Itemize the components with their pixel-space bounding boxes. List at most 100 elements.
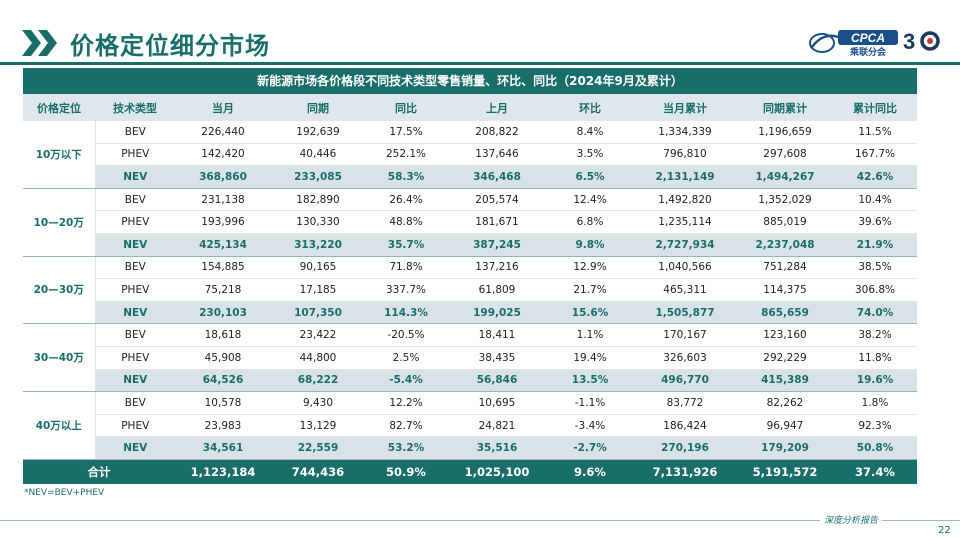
table-cell: 82,262 [737,391,833,415]
svg-text:乘联分会: 乘联分会 [849,46,887,56]
table-cell: 75,218 [175,278,271,302]
cpca-logo: CPCA 乘联分会 [809,30,898,56]
table-cell: 50.9% [365,459,447,484]
table-cell: 2,727,934 [633,233,737,257]
table-cell: 2,131,149 [633,165,737,189]
table-cell: 226,440 [175,121,271,144]
table-cell: 19.4% [547,346,633,370]
table-cell: 123,160 [737,323,833,347]
table-cell: 6.5% [547,165,633,189]
col-header: 当月 [175,94,271,121]
table-cell: 3.5% [547,143,633,167]
table-cell: 11.5% [833,121,917,144]
svg-text:CPCA: CPCA [851,31,885,45]
table-cell: 1,025,100 [447,459,547,484]
col-header: 价格定位 [23,94,95,121]
footer-label: 深度分析报告 [820,513,883,526]
table-cell: 313,220 [271,233,365,257]
table-row: NEV 230,103 107,350 114.3% 199,025 15.6% 1,505… [23,301,917,325]
table-row: PHEV 142,420 40,446 252.1% 137,646 3.5% 796,81… [23,143,917,167]
svg-text:3: 3 [903,29,915,54]
table-cell: 56,846 [447,369,547,393]
table-cell: 45,908 [175,346,271,370]
table-cell: 12.2% [365,391,447,415]
tech-type-label: PHEV [95,210,175,234]
price-segment-table: 新能源市场各价格段不同技术类型零售销量、环比、同比（2024年9月及累计） 价格… [23,68,917,484]
footnote: *NEV=BEV+PHEV [24,488,105,498]
table-row: 30—40万 BEV 18,618 23,422 -20.5% 18,411 1.1% 170… [23,323,917,393]
table-row: PHEV 23,983 13,129 82.7% 24,821 -3.4% 186,424 9… [23,414,917,438]
tech-type-label: BEV [95,121,175,144]
col-header: 同比 [365,94,447,121]
table-cell: 1,505,877 [633,301,737,325]
table-cell: 1,123,184 [175,459,271,484]
table-cell: 42.6% [833,165,917,189]
table-cell: 23,422 [271,323,365,347]
table-cell: 12.4% [547,188,633,212]
table-cell: 58.3% [365,165,447,189]
table-cell: 21.9% [833,233,917,257]
table-cell: 35,516 [447,436,547,460]
tech-type-label: BEV [95,391,175,415]
table-cell: 208,822 [447,121,547,144]
table-cell: 10.4% [833,188,917,212]
table-cell: 18,618 [175,323,271,347]
table-cell: 865,659 [737,301,833,325]
table-cell: 44,800 [271,346,365,370]
table-cell: 186,424 [633,414,737,438]
table-cell: 18,411 [447,323,547,347]
total-label: 合计 [23,459,175,484]
table-cell: 40,446 [271,143,365,167]
table-cell: 1,494,267 [737,165,833,189]
footer-divider [0,520,960,521]
table-row: PHEV 45,908 44,800 2.5% 38,435 19.4% 326,603 29… [23,346,917,370]
table-cell: 270,196 [633,436,737,460]
table-cell: 38.5% [833,256,917,280]
table-row: 20—30万 BEV 154,885 90,165 71.8% 137,216 12.9% 1… [23,256,917,325]
table-cell: -1.1% [547,391,633,415]
table-cell: 193,996 [175,210,271,234]
table-cell: 326,603 [633,346,737,370]
table-cell: 74.0% [833,301,917,325]
table-cell: 23,983 [175,414,271,438]
price-segment-label: 40万以上 [23,391,96,460]
table-cell: -20.5% [365,323,447,347]
table-cell: -5.4% [365,369,447,393]
table-cell: 37.4% [833,459,917,484]
table-cell: 107,350 [271,301,365,325]
table-cell: 9.6% [547,459,633,484]
table-cell: 1,235,114 [633,210,737,234]
page-title: 价格定位细分市场 [70,32,270,60]
table-cell: 182,890 [271,188,365,212]
table-cell: 114,375 [737,278,833,302]
table-cell: 1.1% [547,323,633,347]
table-cell: 205,574 [447,188,547,212]
table-cell: 24,821 [447,414,547,438]
price-segment-label: 10—20万 [23,188,96,257]
table-cell: 230,103 [175,301,271,325]
tech-type-label: BEV [95,188,175,212]
tech-type-label: NEV [95,436,175,460]
table-cell: 2.5% [365,346,447,370]
table-cell: 496,770 [633,369,737,393]
table-row: NEV 34,561 22,559 53.2% 35,516 -2.7% 270,196 17… [23,436,917,460]
table-row: NEV 64,526 68,222 -5.4% 56,846 13.5% 496,770 41… [23,369,917,393]
tech-type-label: PHEV [95,143,175,167]
col-header: 累计同比 [833,94,917,121]
table-cell: 192,639 [271,121,365,144]
table-cell: 2,237,048 [737,233,833,257]
tech-type-label: NEV [95,301,175,325]
table-cell: 306.8% [833,278,917,302]
table-cell: 337.7% [365,278,447,302]
table-cell: 744,436 [271,459,365,484]
table-cell: 167.7% [833,143,917,167]
table-cell: 92.3% [833,414,917,438]
col-header: 环比 [547,94,633,121]
table-cell: 48.8% [365,210,447,234]
tech-type-label: BEV [95,256,175,280]
total-row: 合计 1,123,184 744,436 50.9% 1,025,100 9.6… [23,459,917,484]
table-cell: 7,131,926 [633,459,737,484]
table-cell: 181,671 [447,210,547,234]
table-cell: 64,526 [175,369,271,393]
table-cell: 9.8% [547,233,633,257]
